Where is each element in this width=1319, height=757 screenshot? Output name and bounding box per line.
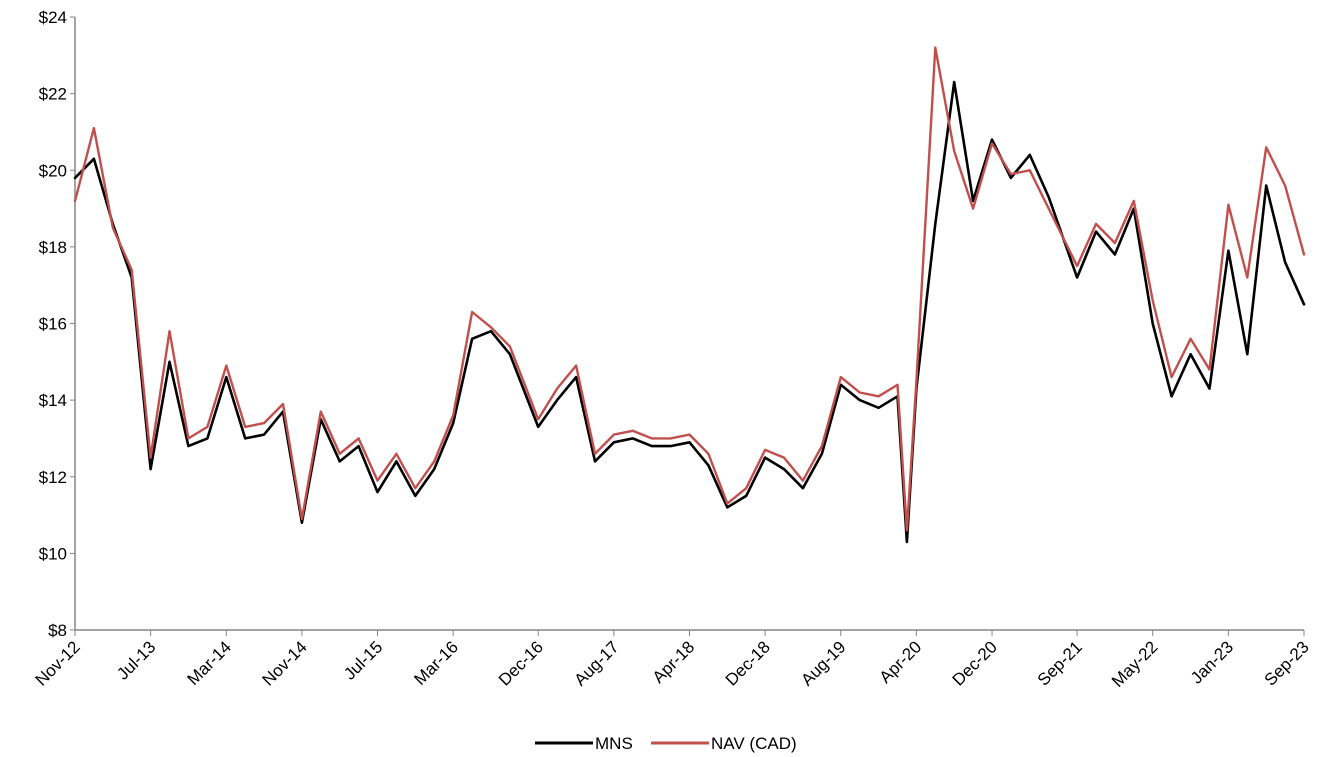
series-layer (73, 46, 1306, 544)
x-tick-label: Dec-20 (949, 637, 1001, 689)
y-tick-label: $14 (39, 391, 67, 410)
legend-label: MNS (595, 734, 633, 753)
x-tick-label: Mar-14 (184, 637, 236, 689)
x-tick-label: Dec-18 (722, 637, 774, 689)
y-tick-label: $8 (48, 621, 67, 640)
y-tick-label: $12 (39, 468, 67, 487)
axes: $8 $10 $12 $14 $16 $18 $20 $22 $24 Nov-12 Jul-13 Ma… (32, 8, 1313, 691)
x-tick-label: Nov-14 (259, 637, 311, 689)
legend-item: MNS (535, 734, 633, 753)
x-tick-label: Aug-17 (570, 637, 622, 689)
y-tick-label: $18 (39, 238, 67, 257)
x-tick-label: Mar-16 (410, 637, 462, 689)
y-tick-label: $24 (39, 8, 67, 27)
x-tick-label: Jul-13 (113, 637, 159, 683)
y-tick-label: $20 (39, 161, 67, 180)
x-tick-label: Dec-16 (495, 637, 547, 689)
y-tick-label: $22 (39, 85, 67, 104)
series-line-mns (73, 80, 1306, 544)
x-tick-label: May-22 (1108, 637, 1162, 691)
series-line-nav-cad (73, 46, 1306, 532)
x-tick-label: Sep-21 (1034, 637, 1086, 689)
y-tick-label: $16 (39, 315, 67, 334)
x-tick-label: Apr-20 (876, 637, 926, 687)
legend-item: NAV (CAD) (651, 734, 797, 753)
x-tick-label: Nov-12 (32, 637, 84, 689)
x-tick-label: Sep-23 (1261, 637, 1313, 689)
legend-label: NAV (CAD) (711, 734, 797, 753)
x-tick-label: Apr-18 (649, 637, 699, 687)
legend: MNS NAV (CAD) (535, 734, 797, 753)
x-tick-label: Aug-19 (797, 637, 849, 689)
y-tick-label: $10 (39, 544, 67, 563)
x-tick-label: Jul-15 (340, 637, 386, 683)
x-tick-label: Jan-23 (1187, 637, 1237, 687)
